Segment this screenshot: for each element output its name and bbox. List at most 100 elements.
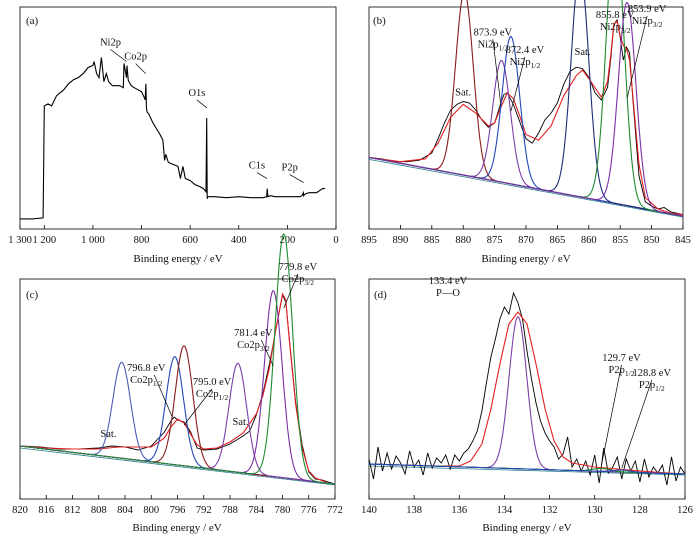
annotation-arrow <box>283 273 299 309</box>
x-axis-label: Binding energy / eV <box>132 522 221 534</box>
annotation-arrow <box>626 16 648 99</box>
x-tick-label: 1 000 <box>81 235 105 246</box>
series-line-fit <box>368 20 684 216</box>
plot-marks: 895 890 885 880 875 870 865 860 855 850 845 Sat. 873… <box>361 0 691 246</box>
x-tick-label: 855 <box>612 235 628 246</box>
x-tick-label: 128 <box>632 505 648 516</box>
annotation-arrow <box>196 99 208 109</box>
x-tick-label: 812 <box>65 505 81 516</box>
x-tick-label: 200 <box>280 235 296 246</box>
series-line-fit <box>19 292 336 485</box>
x-axis-label: Binding energy / eV <box>481 253 570 265</box>
annotation-label: C1s <box>249 161 265 172</box>
x-tick-label: 400 <box>231 235 247 246</box>
annotation-arrow <box>601 364 622 466</box>
x-tick-label: 780 <box>275 505 291 516</box>
x-tick-label: 1 200 <box>32 235 56 246</box>
panel-label: (d) <box>374 289 387 301</box>
x-tick-label: 870 <box>518 235 534 246</box>
panel-label: (a) <box>26 15 39 27</box>
x-axis-label: Binding energy / eV <box>482 522 571 534</box>
annotation-label: P2p <box>281 163 297 174</box>
annotation-sublabel: Ni2p1/2 <box>510 57 541 70</box>
plot-marks: 820 816 812 808 804 800 796 792 788 784 780 776 772 S… <box>12 232 343 516</box>
annotation-sublabel: Co2p3/2 <box>282 274 315 287</box>
series-line-p2p1-2-128-8 <box>369 463 685 475</box>
annotation-label: Sat. <box>100 429 116 440</box>
x-tick-label: 784 <box>248 505 265 516</box>
annotation-arrow <box>492 39 502 106</box>
annotation-label: 129.7 eV <box>602 353 641 364</box>
annotation-label: 872.4 eV <box>506 45 545 56</box>
series-line-data <box>20 57 326 220</box>
plot-frame <box>19 6 337 230</box>
series-line-ni2p3-2-853-9 <box>368 2 684 217</box>
x-tick-label: 890 <box>393 235 409 246</box>
x-tick-label: 880 <box>455 235 471 246</box>
series-line-fit <box>368 311 686 475</box>
panel-label: (b) <box>373 15 386 27</box>
x-tick-label: 792 <box>196 505 212 516</box>
annotation-sublabel: Ni2p3/2 <box>600 22 631 35</box>
annotation-sublabel: Co2p1/2 <box>196 389 229 402</box>
x-tick-label: 800 <box>143 505 159 516</box>
baseline-line <box>368 465 686 476</box>
panel-c: (c) 820 816 812 808 804 800 796 792 788 784 780 776… <box>12 232 343 534</box>
plot-marks: 140 138 136 134 132 130 128 126 133.4 eVP—O 129.7… <box>361 276 693 516</box>
annotation-label: 795.0 eV <box>193 377 232 388</box>
annotation-sublabel: P—O <box>436 288 460 299</box>
x-tick-label: 804 <box>117 505 134 516</box>
series-line-sat-787- <box>19 362 336 485</box>
series-line-co2p1-2-795-0 <box>19 345 336 485</box>
annotation-label: 128.8 eV <box>633 368 672 379</box>
x-axis-label: Binding energy / eV <box>133 253 222 265</box>
series-line-co2p3-2-779-8 <box>19 232 336 485</box>
x-tick-label: 865 <box>550 235 566 246</box>
annotation-arrow <box>110 49 127 62</box>
series-line-raw <box>368 291 686 486</box>
plot-frame <box>368 6 684 230</box>
x-tick-label: 788 <box>222 505 238 516</box>
x-tick-label: 772 <box>327 505 343 516</box>
annotation-label: Sat. <box>455 88 471 99</box>
x-tick-label: 140 <box>361 505 377 516</box>
annotation-label: 873.9 eV <box>474 27 513 38</box>
annotation-sublabel: Co2p3/2 <box>237 340 270 353</box>
annotation-arrow <box>621 379 653 469</box>
x-tick-label: 895 <box>361 235 377 246</box>
annotation-label: Sat. <box>574 47 590 58</box>
baseline-line <box>368 158 684 218</box>
x-tick-label: 126 <box>677 505 693 516</box>
x-tick-label: 130 <box>587 505 603 516</box>
x-tick-label: 816 <box>38 505 54 516</box>
annotation-label: 133.4 eV <box>429 276 468 287</box>
x-tick-label: 845 <box>675 235 691 246</box>
baseline-line <box>19 447 336 486</box>
annotation-arrow <box>289 174 304 183</box>
series-line-sat-804- <box>19 361 336 485</box>
annotation-sublabel: Ni2p1/2 <box>478 39 509 52</box>
x-tick-label: 0 <box>333 235 338 246</box>
x-tick-label: 776 <box>301 505 317 516</box>
annotation-sublabel: Co2p1/2 <box>130 375 163 388</box>
x-tick-label: 850 <box>644 235 660 246</box>
x-tick-label: 134 <box>497 505 514 516</box>
series-line-p-o-133-4 <box>369 316 685 475</box>
annotation-label: 855.8 eV <box>596 10 635 21</box>
annotation-label: Co2p <box>124 52 147 63</box>
x-tick-label: 875 <box>487 235 503 246</box>
annotation-label: O1s <box>188 88 205 99</box>
x-tick-label: 600 <box>182 235 198 246</box>
annotation-arrow <box>153 374 173 418</box>
plot-frame <box>368 278 686 500</box>
panel-b: (b) 895 890 885 880 875 870 865 860 855 850 845 Sat… <box>361 0 691 265</box>
annotation-label: 796.8 eV <box>127 363 166 374</box>
annotation-label: 781.4 eV <box>234 328 273 339</box>
annotation-arrow <box>510 56 526 112</box>
x-tick-label: 136 <box>451 505 467 516</box>
x-tick-label: 138 <box>406 505 422 516</box>
annotation-label: Ni2p <box>100 38 121 49</box>
x-tick-label: 1 300 <box>8 235 32 246</box>
